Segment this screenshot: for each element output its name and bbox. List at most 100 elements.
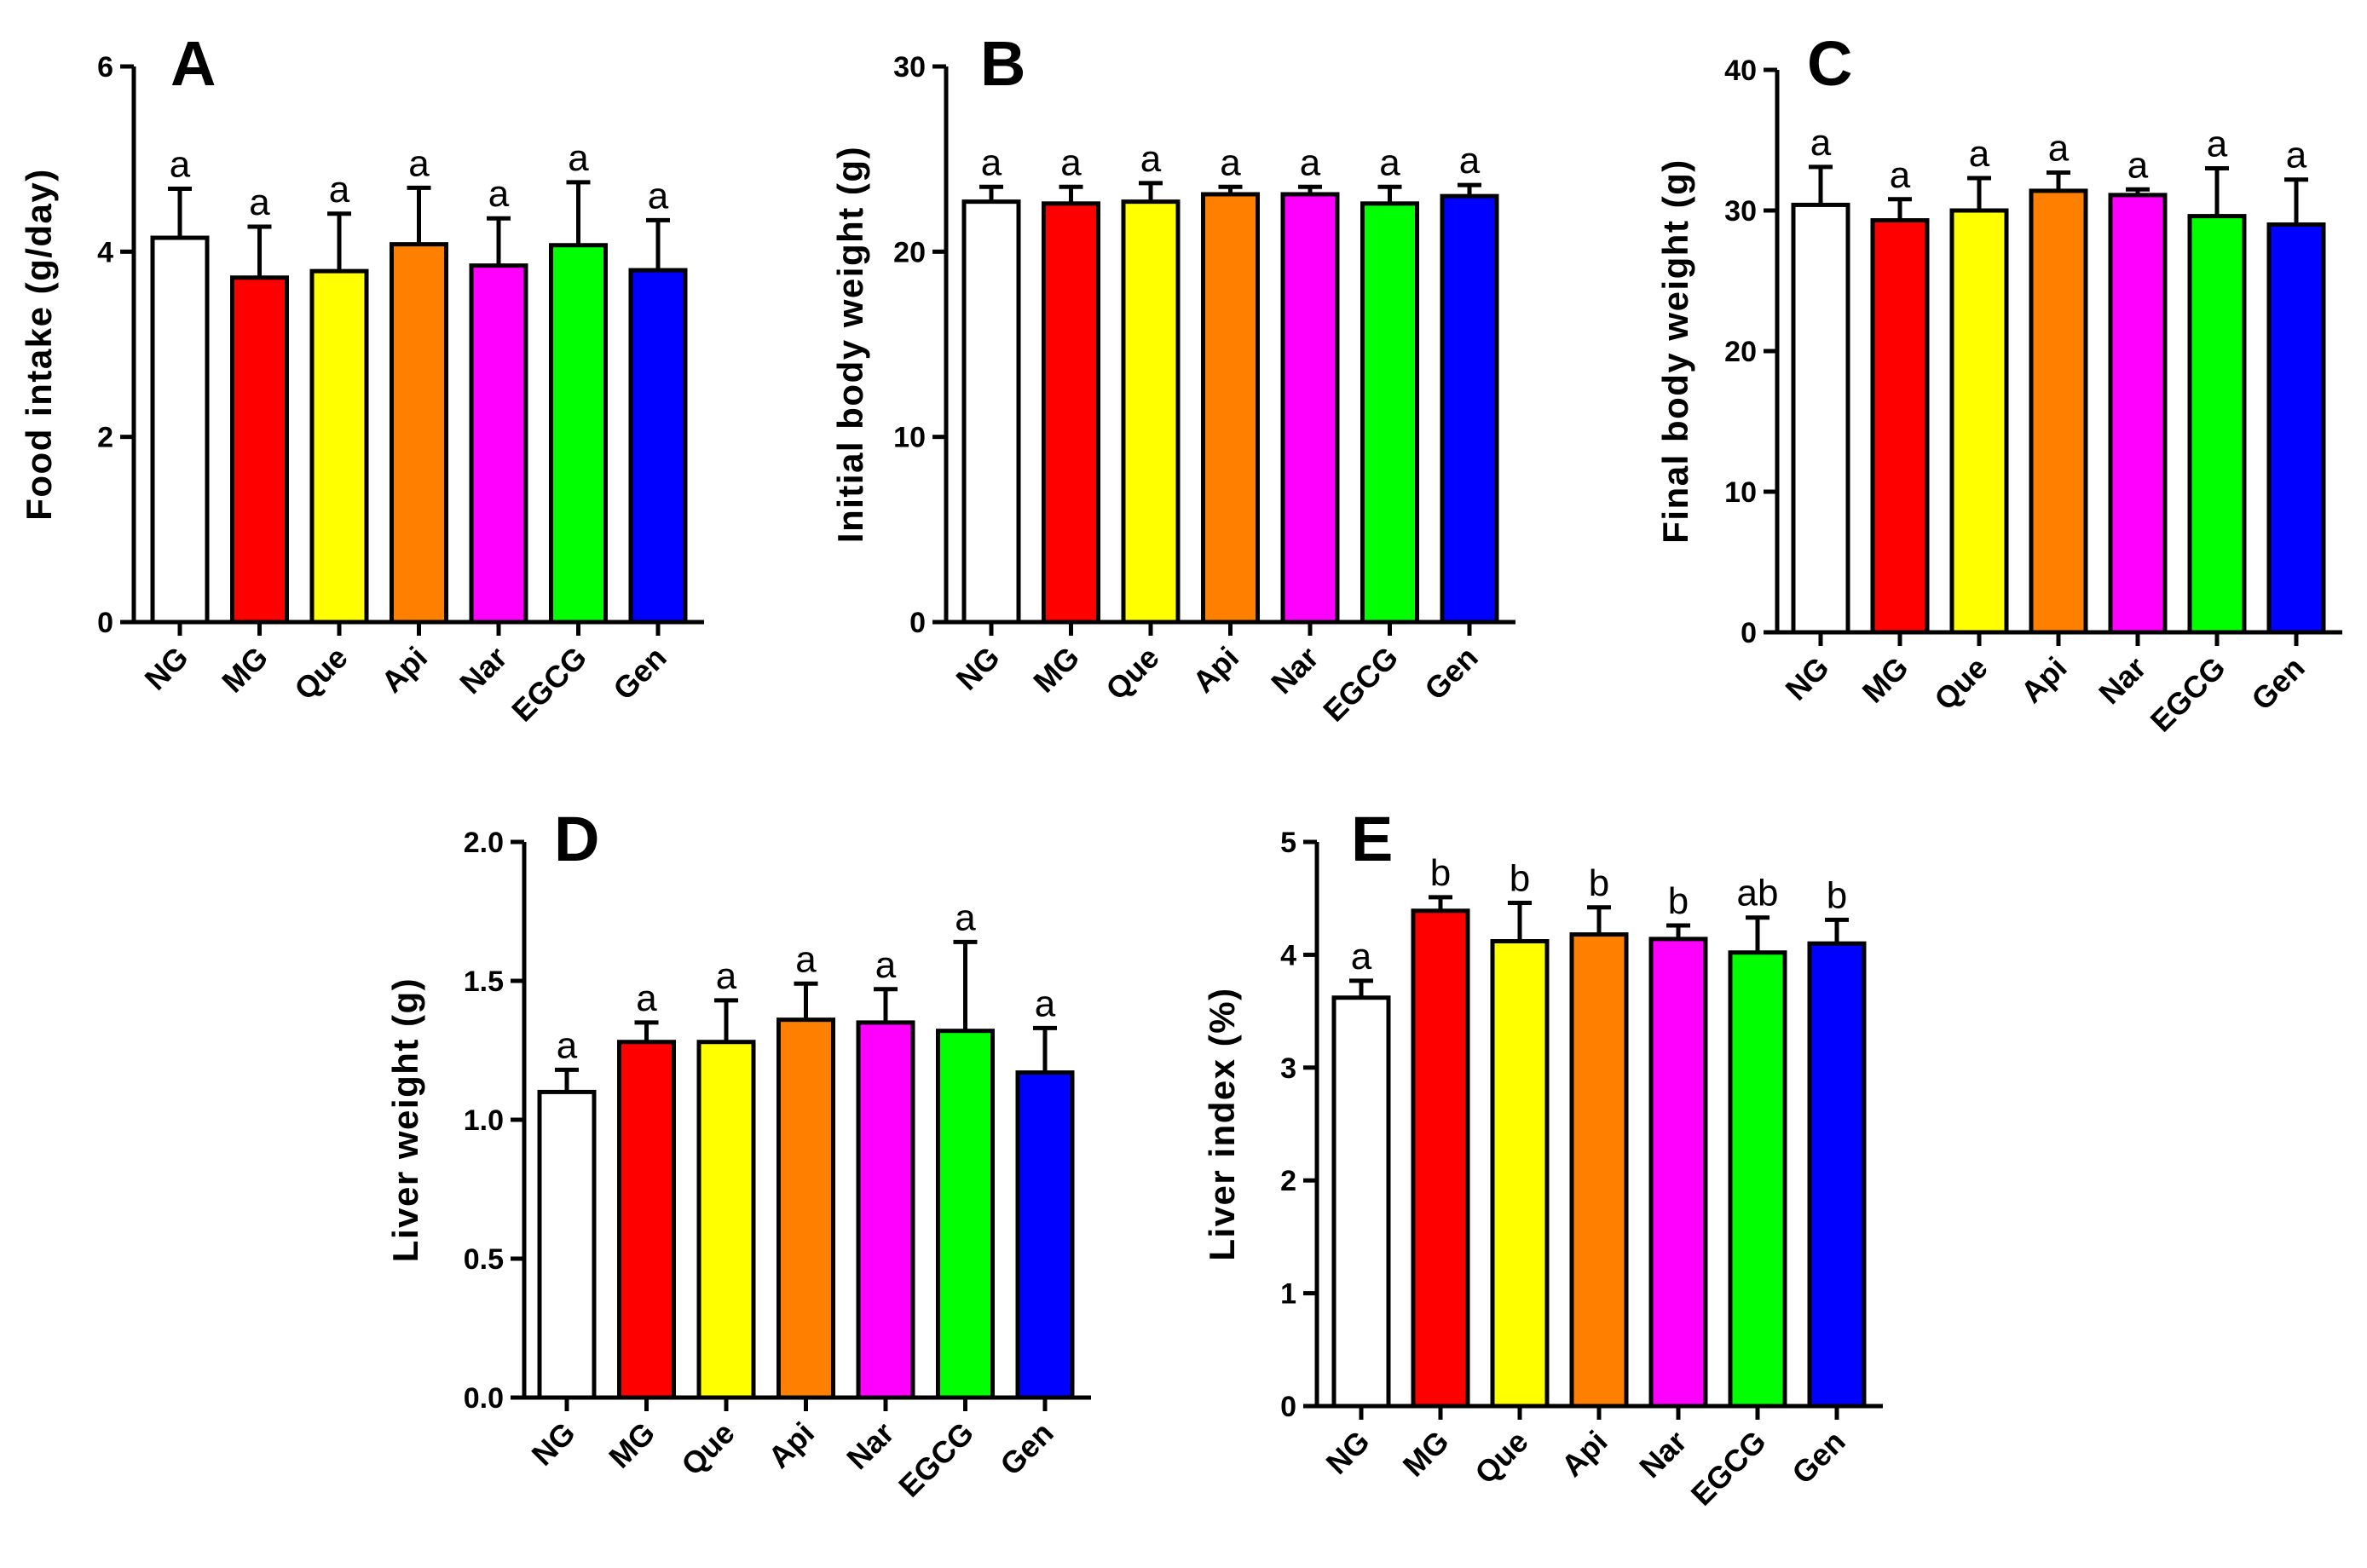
x-tick-label: Api <box>761 1415 821 1475</box>
x-tick-label: Que <box>1927 650 1994 717</box>
x-tick-label: Que <box>1468 1424 1534 1490</box>
significance-label: a <box>2048 127 2070 169</box>
x-tick-label: Nar <box>1264 640 1325 700</box>
bar-que <box>309 268 369 625</box>
bar-egcg <box>1728 950 1787 1409</box>
x-tick-label: NG <box>949 640 1006 697</box>
panel-letter: B <box>980 28 1025 99</box>
significance-label: a <box>1035 983 1056 1024</box>
significance-label: a <box>1969 133 1990 175</box>
x-tick-label: MG <box>1026 640 1086 700</box>
y-tick-label: 20 <box>893 236 926 268</box>
y-tick-label: 2 <box>97 422 113 454</box>
significance-label: a <box>2127 144 2149 186</box>
y-tick-label: 6 <box>97 51 113 84</box>
y-tick-label: 0 <box>1280 1391 1296 1423</box>
bar-mg <box>1870 218 1930 635</box>
panel-letter: A <box>170 28 216 99</box>
bar-gen <box>2266 222 2326 635</box>
x-tick-label: Api <box>2014 650 2074 710</box>
x-tick-label: Api <box>374 640 434 700</box>
y-tick-label: 1.0 <box>464 1104 504 1137</box>
x-tick-label: EGCG <box>1684 1424 1773 1513</box>
panel-e: E Liver index (%) 0 1 2 3 4 5 NG a MG b Que b Api b Nar b… <box>1202 804 1883 1513</box>
bar-api <box>776 1017 835 1400</box>
bar-mg <box>230 275 289 625</box>
significance-label: a <box>1459 140 1481 182</box>
x-tick-label: MG <box>1856 650 1915 710</box>
bar-mg <box>617 1040 676 1400</box>
x-tick-label: Gen <box>1785 1424 1851 1490</box>
panel-b: B Initial body weight (g) 0 10 20 30 NG a MG a Que… <box>830 28 1515 729</box>
x-tick-label: Api <box>1555 1424 1614 1484</box>
x-tick-label: MG <box>602 1415 661 1475</box>
panel-letter: D <box>554 804 599 874</box>
significance-label: a <box>981 141 1002 183</box>
y-axis-label: Final body weight (g) <box>1655 159 1695 543</box>
significance-label: a <box>488 173 510 215</box>
y-tick-label: 1 <box>1280 1278 1296 1311</box>
x-tick-label: EGCG <box>892 1415 980 1504</box>
significance-label: a <box>1220 141 1241 183</box>
bar-api <box>1569 932 1629 1409</box>
x-tick-label: MG <box>215 640 274 700</box>
y-tick-label: 10 <box>1724 476 1757 509</box>
significance-label: a <box>1300 141 1321 183</box>
y-tick-label: 0.0 <box>464 1382 504 1415</box>
x-tick-label: Gen <box>2244 650 2311 717</box>
y-tick-label: 2.0 <box>464 827 504 859</box>
bar-mg <box>1042 201 1100 625</box>
bar-nar <box>469 263 528 625</box>
x-tick-label: NG <box>137 640 194 697</box>
significance-label: a <box>1351 936 1372 977</box>
y-tick-label: 5 <box>1280 827 1296 859</box>
significance-label: a <box>1890 154 1911 196</box>
significance-label: a <box>795 938 817 980</box>
significance-label: a <box>557 1024 578 1066</box>
bar-que <box>696 1040 756 1400</box>
x-tick-label: Nar <box>453 640 513 700</box>
bar-ng <box>1331 995 1391 1409</box>
panel-c: C Final body weight (g) 0 10 20 30 40 NG a MG a Que… <box>1655 28 2342 739</box>
bar-ng <box>961 199 1021 625</box>
x-tick-label: Que <box>287 640 354 706</box>
significance-label: a <box>636 977 657 1019</box>
bar-gen <box>1015 1070 1075 1400</box>
significance-label: a <box>955 896 976 938</box>
x-tick-label: EGCG <box>505 640 593 729</box>
significance-label: a <box>2286 135 2307 176</box>
y-tick-label: 30 <box>893 51 926 84</box>
bar-mg <box>1411 908 1470 1409</box>
bar-ng <box>537 1089 597 1400</box>
panel-d: D Liver weight (g) 0.0 0.5 1.0 1.5 2.0 NG a MG a Qu… <box>385 804 1091 1504</box>
significance-label: a <box>875 944 897 986</box>
bar-ng <box>1791 202 1850 635</box>
bar-egcg <box>549 243 608 625</box>
significance-label: b <box>1430 852 1451 894</box>
y-tick-label: 10 <box>893 422 926 454</box>
significance-label: b <box>1510 857 1530 899</box>
bar-egcg <box>2187 214 2247 635</box>
panel-letter: C <box>1807 28 1852 99</box>
x-tick-label: Que <box>1099 640 1165 706</box>
significance-label: b <box>1589 862 1609 904</box>
significance-label: a <box>716 955 737 997</box>
x-tick-label: NG <box>524 1415 581 1473</box>
x-tick-label: Gen <box>993 1415 1059 1482</box>
bar-gen <box>1807 941 1867 1409</box>
y-axis-label: Food intake (g/day) <box>19 168 59 521</box>
bar-nar <box>1648 937 1708 1409</box>
bar-que <box>1121 199 1181 625</box>
significance-label: a <box>1060 141 1082 183</box>
bar-que <box>1949 208 2009 635</box>
significance-label: a <box>2207 124 2228 165</box>
x-tick-label: Nar <box>2092 650 2152 711</box>
y-tick-label: 30 <box>1724 195 1757 228</box>
significance-label: a <box>568 137 589 179</box>
y-tick-label: 0 <box>909 607 926 639</box>
panel-a: A Food intake (g/day) 0 2 4 6 NG a MG a Que a Api a Na… <box>19 28 704 729</box>
x-tick-label: EGCG <box>2144 650 2232 739</box>
significance-label: a <box>1810 122 1832 164</box>
y-axis-label: Liver weight (g) <box>385 977 425 1262</box>
